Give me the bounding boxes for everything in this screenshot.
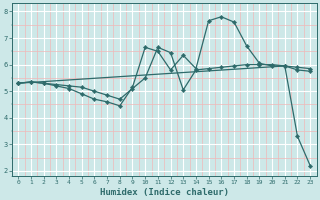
X-axis label: Humidex (Indice chaleur): Humidex (Indice chaleur) [100, 188, 229, 197]
